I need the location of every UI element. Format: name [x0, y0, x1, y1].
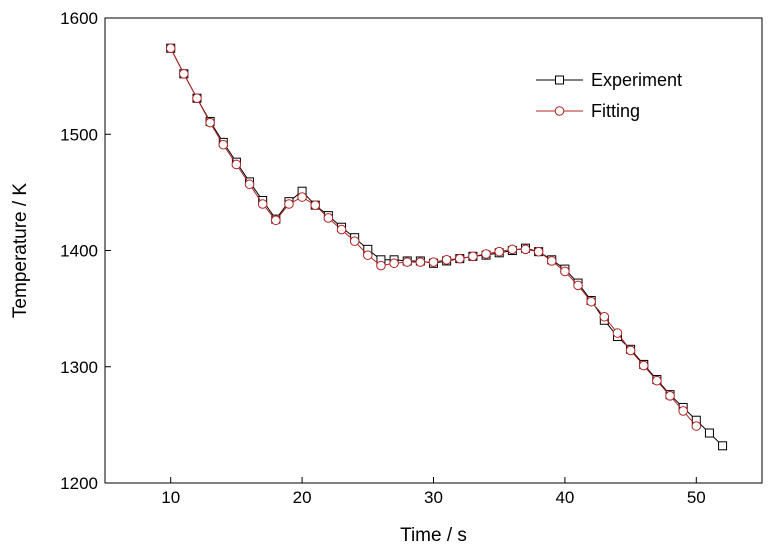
x-tick-label: 40 — [555, 488, 574, 507]
series-fitting — [165, 43, 702, 431]
data-point — [415, 257, 426, 267]
data-point — [586, 296, 596, 307]
data-point — [284, 199, 294, 209]
y-tick-label: 1300 — [60, 358, 98, 377]
x-tick-label: 10 — [161, 488, 180, 507]
legend-item-fitting: Fitting — [536, 101, 640, 121]
data-point — [454, 253, 465, 264]
data-point — [612, 328, 623, 338]
data-point — [441, 254, 452, 265]
data-point — [573, 280, 583, 291]
data-series — [165, 43, 728, 451]
data-point — [599, 311, 610, 322]
data-point — [349, 236, 360, 246]
axis-ticks: 10 20 30 40 50 1200 1300 1400 1500 1600 — [60, 9, 706, 507]
data-point — [638, 360, 649, 371]
x-axis-label: Time / s — [400, 525, 467, 546]
data-point — [718, 441, 728, 451]
data-point — [257, 199, 268, 209]
y-tick-label: 1400 — [60, 242, 98, 261]
data-point — [468, 251, 478, 262]
data-point — [389, 258, 399, 269]
data-point — [678, 406, 688, 416]
data-point — [297, 192, 307, 202]
data-point — [205, 117, 215, 128]
data-point — [560, 266, 570, 277]
data-point — [546, 256, 557, 266]
legend: Experiment Fitting — [536, 70, 682, 121]
data-point — [323, 213, 334, 223]
data-point — [625, 345, 636, 356]
legend-label: Fitting — [591, 101, 640, 121]
data-point — [533, 246, 544, 257]
data-point — [494, 246, 505, 257]
data-point — [336, 224, 347, 235]
data-point — [376, 260, 386, 271]
x-tick-label: 30 — [424, 488, 443, 507]
data-point — [179, 69, 189, 79]
legend-label: Experiment — [591, 70, 682, 90]
data-point — [507, 244, 518, 255]
data-point — [231, 159, 242, 170]
data-point — [165, 43, 176, 54]
y-axis-label: Temperature / K — [10, 183, 31, 318]
data-point — [428, 257, 439, 267]
data-point — [363, 250, 373, 260]
data-point — [244, 179, 255, 190]
x-tick-label: 20 — [293, 488, 312, 507]
data-point — [520, 244, 531, 255]
data-point — [481, 249, 491, 259]
y-tick-label: 1200 — [60, 474, 98, 493]
legend-item-experiment: Experiment — [536, 70, 682, 90]
data-point — [218, 139, 229, 150]
series-experiment — [166, 43, 728, 451]
y-tick-label: 1500 — [60, 125, 98, 144]
data-point — [691, 421, 702, 431]
x-tick-label: 50 — [687, 488, 706, 507]
y-tick-label: 1600 — [60, 9, 98, 28]
data-point — [652, 375, 662, 386]
data-point — [192, 93, 202, 104]
data-point — [402, 257, 413, 267]
data-point — [704, 428, 714, 438]
data-point — [665, 391, 675, 401]
legend-marker — [554, 106, 565, 116]
data-point — [271, 215, 281, 226]
data-point — [310, 200, 321, 210]
legend-marker — [555, 75, 564, 85]
